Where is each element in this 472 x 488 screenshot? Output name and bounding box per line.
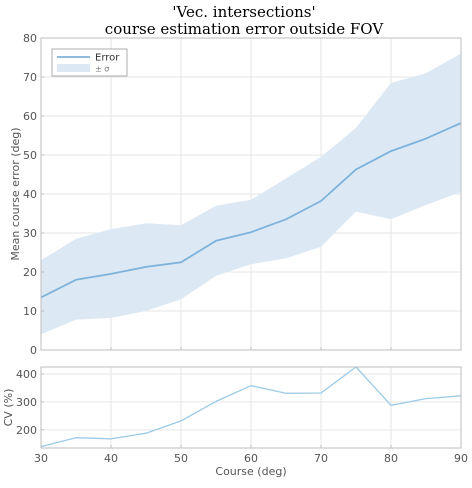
top-legend-band-swatch [57, 64, 90, 72]
top-y-tick-label: 30 [23, 227, 37, 240]
bottom-x-tick-label: 40 [104, 452, 118, 465]
bottom-y-tick-label: 300 [16, 396, 37, 409]
top-y-tick-label: 40 [23, 188, 37, 201]
top-legend-label-error: Error [95, 53, 120, 64]
top-plot: 0 10 20 30 40 50 60 70 80 Mean course error (deg)… [9, 32, 462, 357]
bottom-x-tick-label: 50 [174, 452, 188, 465]
bottom-y-tick-label: 200 [16, 424, 37, 437]
bottom-x-axis-label: Course (deg) [215, 465, 286, 478]
bottom-x-tick-label: 30 [34, 452, 48, 465]
bottom-x-tick-label: 90 [454, 452, 468, 465]
top-y-tick-label: 50 [23, 149, 37, 162]
bottom-x-tick-label: 60 [244, 452, 258, 465]
top-sigma-band [41, 53, 461, 335]
top-y-tick-label: 20 [23, 266, 37, 279]
bottom-y-tick-label: 400 [16, 368, 37, 381]
chart-title: 'Vec. intersections' [172, 3, 315, 21]
top-y-tick-label: 60 [23, 110, 37, 123]
bottom-x-tick-label: 80 [384, 452, 398, 465]
top-legend-label-sigma: ± σ [95, 65, 109, 74]
top-y-tick-label: 70 [23, 71, 37, 84]
top-y-tick-label: 10 [23, 305, 37, 318]
top-y-axis-label: Mean course error (deg) [9, 127, 22, 260]
bottom-x-tick-label: 70 [314, 452, 328, 465]
top-y-tick-label: 0 [30, 344, 37, 357]
chart-subtitle: course estimation error outside FOV [105, 20, 385, 38]
bottom-series-line [40, 366, 462, 448]
bottom-y-axis-label: CV (%) [2, 389, 15, 427]
top-y-tick-label: 80 [23, 32, 37, 45]
